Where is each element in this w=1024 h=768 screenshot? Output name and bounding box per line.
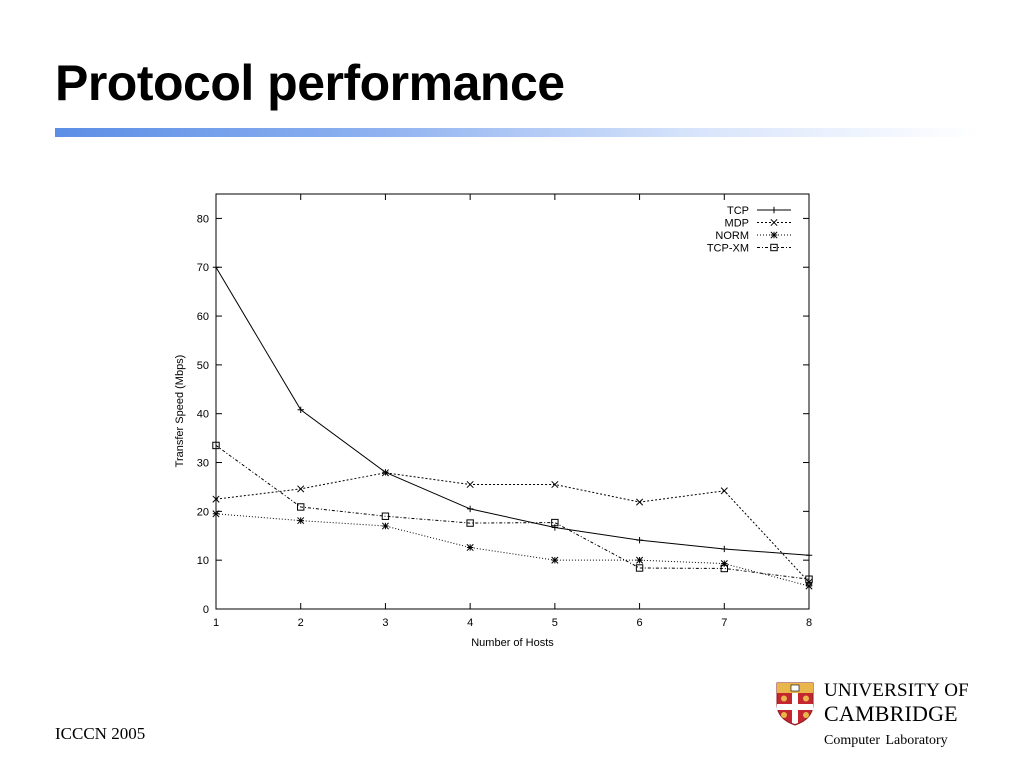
series-line-norm xyxy=(215,513,810,587)
series-line-tcp xyxy=(215,266,810,556)
data-point-norm xyxy=(297,517,305,525)
series-line-tcp-xm xyxy=(215,445,810,580)
x-tick-label: 1 xyxy=(213,617,219,629)
logo-university-of: UNIVERSITY OF xyxy=(824,680,969,701)
data-point-tcp xyxy=(297,406,304,413)
series-tcp xyxy=(212,264,813,559)
data-point-tcp-xm xyxy=(805,575,813,583)
logo-computer-laboratory: Computer Laboratory xyxy=(824,733,948,748)
data-point-mdp xyxy=(466,480,474,489)
data-point-tcp-xm xyxy=(466,519,474,527)
data-point-tcp-xm xyxy=(720,564,728,573)
legend-label-norm: NORM xyxy=(715,230,749,242)
x-tick-label: 4 xyxy=(467,617,473,629)
data-point-mdp xyxy=(381,469,389,477)
data-point-norm xyxy=(720,560,728,568)
legend-label-tcp-xm: TCP-XM xyxy=(707,243,749,255)
cambridge-shield-icon xyxy=(776,682,814,726)
x-axis-ticks: 1 2 3 4 5 6 7 8 xyxy=(213,194,812,629)
data-point-norm xyxy=(466,543,474,552)
y-axis-label: Transfer Speed (Mbps) xyxy=(174,355,186,468)
data-point-mdp xyxy=(212,495,220,503)
x-tick-label: 6 xyxy=(637,617,643,629)
series-line-mdp xyxy=(215,472,810,583)
y-tick-label: 20 xyxy=(197,506,209,518)
data-point-tcp-xm xyxy=(381,512,390,520)
legend-label-mdp: MDP xyxy=(725,218,749,230)
data-point-norm xyxy=(551,556,559,564)
y-tick-label: 0 xyxy=(203,604,209,616)
title-underline xyxy=(55,128,980,137)
y-tick-label: 70 xyxy=(197,262,209,274)
data-point-norm xyxy=(381,522,389,530)
y-tick-label: 60 xyxy=(197,311,209,323)
data-point-tcp xyxy=(551,524,559,531)
x-tick-label: 7 xyxy=(721,617,727,629)
university-logo: UNIVERSITY OF CAMBRIDGE Computer Laborat… xyxy=(776,680,986,750)
x-tick-label: 2 xyxy=(298,617,304,629)
footer-conference: ICCCN 2005 xyxy=(55,724,146,743)
x-tick-label: 5 xyxy=(552,617,558,629)
x-tick-label: 3 xyxy=(382,617,388,629)
x-axis-label: Number of Hosts xyxy=(471,637,554,649)
legend-label-tcp: TCP xyxy=(727,205,749,217)
data-point-tcp xyxy=(636,536,643,544)
data-point-mdp xyxy=(636,498,644,506)
y-tick-label: 10 xyxy=(197,555,209,567)
data-point-mdp xyxy=(297,485,305,493)
data-point-tcp-xm xyxy=(212,441,220,450)
data-point-norm xyxy=(636,556,644,564)
legend-marker-tcp xyxy=(770,206,778,214)
data-point-mdp xyxy=(551,480,559,489)
y-tick-label: 30 xyxy=(197,458,209,470)
legend-marker-mdp xyxy=(770,218,778,227)
slide-title: Protocol performance xyxy=(55,55,565,111)
series-layer xyxy=(212,264,813,590)
y-axis-ticks: 0 10 20 30 40 50 60 70 80 xyxy=(197,213,809,616)
y-tick-label: 40 xyxy=(197,409,209,421)
data-point-tcp xyxy=(466,505,474,513)
data-point-tcp-xm xyxy=(635,564,644,572)
y-tick-label: 80 xyxy=(197,213,209,225)
legend-marker-norm xyxy=(770,231,778,239)
data-point-mdp xyxy=(720,487,728,495)
data-point-norm xyxy=(805,582,813,590)
series-norm xyxy=(212,510,813,590)
data-point-tcp-xm xyxy=(551,518,559,527)
series-tcp-xm xyxy=(212,441,813,583)
data-point-tcp xyxy=(721,545,728,553)
data-point-tcp xyxy=(212,264,220,271)
data-point-tcp xyxy=(805,552,813,559)
data-point-tcp-xm xyxy=(297,503,305,511)
data-point-norm xyxy=(212,510,220,518)
x-tick-label: 8 xyxy=(806,617,812,629)
plot-frame xyxy=(215,193,810,610)
logo-cambridge: CAMBRIDGE xyxy=(824,701,958,726)
legend-marker-tcp-xm xyxy=(770,243,778,252)
y-tick-label: 50 xyxy=(197,360,209,372)
